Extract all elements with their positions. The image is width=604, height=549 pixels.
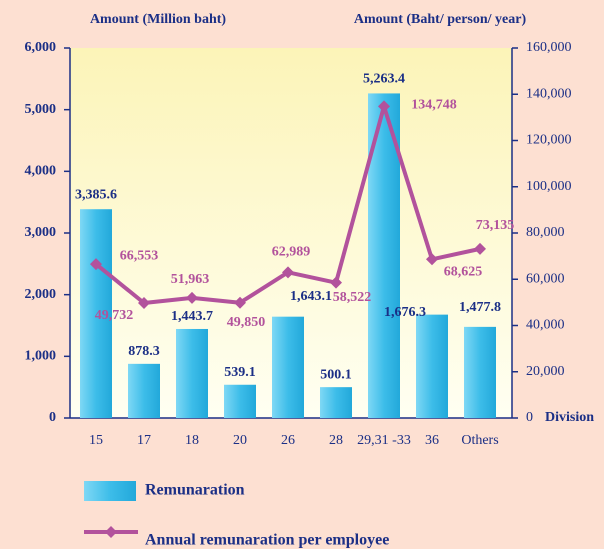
- x-tick-label: 20: [233, 433, 247, 448]
- legend-swatch: [84, 481, 136, 501]
- bar-value-label: 3,385.6: [75, 187, 117, 202]
- y2-tick-label: 40,000: [526, 318, 565, 333]
- x-tick-label: 18: [185, 433, 199, 448]
- bar: [320, 387, 352, 418]
- bar: [128, 363, 160, 418]
- x-tick-label: 36: [425, 433, 439, 448]
- bar: [224, 384, 256, 418]
- line-value-label: 62,989: [272, 245, 311, 260]
- y2-tick-label: 60,000: [526, 271, 565, 286]
- line-marker: [474, 242, 486, 255]
- y2-tick-label: 0: [526, 410, 533, 425]
- bar: [464, 326, 496, 418]
- y-axis-title: Amount (Million baht): [90, 12, 226, 27]
- bar: [80, 209, 112, 418]
- line-value-label: 49,850: [227, 315, 266, 330]
- x-tick-label: 17: [137, 433, 151, 448]
- line-value-label: 58,522: [333, 290, 372, 305]
- bar-value-label: 1,443.7: [171, 309, 213, 324]
- bar-value-label: 539.1: [224, 365, 256, 380]
- y2-tick-label: 140,000: [526, 86, 572, 101]
- x-tick-label: 28: [329, 433, 343, 448]
- line-marker: [138, 296, 150, 309]
- y2-tick-label: 80,000: [526, 225, 565, 240]
- y2-axis-title: Amount (Baht/ person/ year): [354, 12, 527, 27]
- bar: [416, 314, 448, 418]
- legend-label: Remunaration: [145, 482, 245, 499]
- bar-value-label: 878.3: [128, 344, 160, 359]
- x-tick-label: 29,31 -33: [357, 433, 411, 448]
- line-value-label: 134,748: [411, 98, 457, 113]
- line-value-label: 51,963: [171, 272, 210, 287]
- line-marker: [378, 100, 390, 113]
- x-tick-label: Others: [461, 433, 498, 448]
- y-tick-label: 1,000: [25, 349, 57, 364]
- x-axis-title: Division: [545, 410, 594, 425]
- legend-marker: [105, 526, 117, 538]
- bar-value-label: 1,676.3: [384, 305, 426, 320]
- bar-value-label: 500.1: [320, 367, 352, 382]
- line-marker: [186, 291, 198, 304]
- legend-label: Annual remunaration per employee: [145, 532, 389, 549]
- y-tick-label: 6,000: [25, 40, 57, 55]
- y-tick-label: 2,000: [25, 287, 57, 302]
- bar: [176, 328, 208, 418]
- y-tick-label: 4,000: [25, 164, 57, 179]
- line-marker: [90, 258, 102, 271]
- bar: [272, 316, 304, 418]
- y-tick-label: 3,000: [25, 225, 57, 240]
- bar-value-label: 1,643.1: [290, 289, 332, 304]
- x-tick-label: 15: [89, 433, 103, 448]
- y-tick-label: 5,000: [25, 102, 57, 117]
- y2-tick-label: 160,000: [526, 40, 572, 55]
- y2-tick-label: 100,000: [526, 179, 572, 194]
- line-value-label: 66,553: [120, 248, 159, 263]
- x-tick-label: 26: [281, 433, 295, 448]
- line-marker: [426, 253, 438, 266]
- bar-value-label: 1,477.8: [459, 300, 501, 315]
- y2-tick-label: 20,000: [526, 364, 565, 379]
- line-marker: [330, 276, 342, 289]
- line-value-label: 73,135: [476, 218, 515, 233]
- line-marker: [234, 296, 246, 309]
- y-tick-label: 0: [49, 410, 56, 425]
- bar-value-label: 5,263.4: [363, 72, 405, 87]
- line-value-label: 68,625: [444, 265, 483, 280]
- line-marker: [282, 266, 294, 279]
- line-value-label: 49,732: [95, 308, 134, 323]
- y2-tick-label: 120,000: [526, 133, 572, 148]
